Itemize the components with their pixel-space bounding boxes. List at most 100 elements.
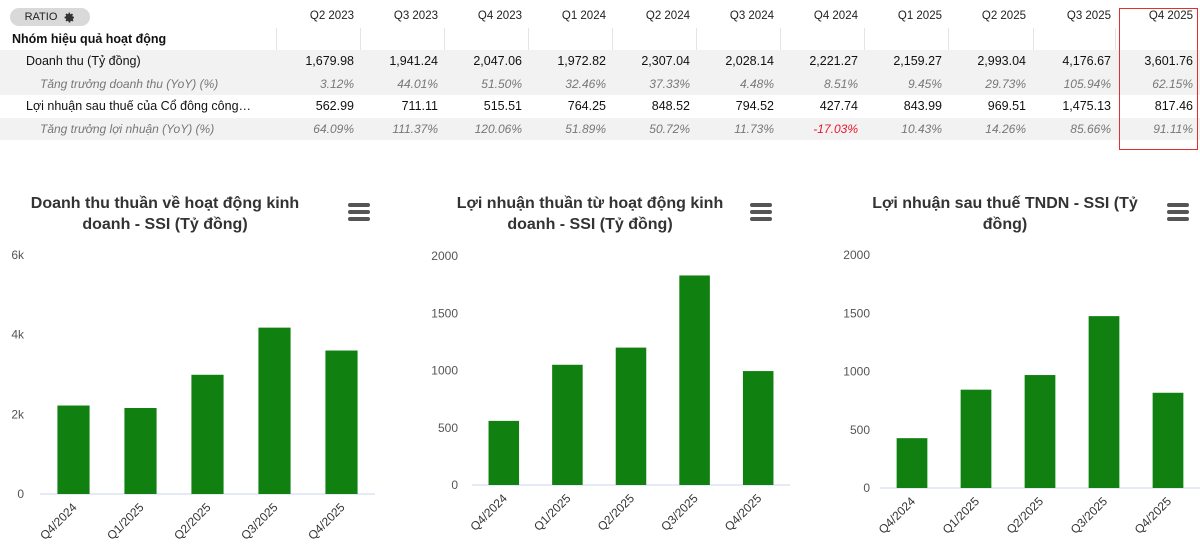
table-cell: 794.52 [735,99,774,113]
x-tick-label: Q3/2025 [1068,494,1111,537]
table-cell: 2,159.27 [893,54,942,68]
table-cell: 9.45% [907,76,942,91]
row-label: Lợi nhuận sau thuế của Cổ đông công… [26,99,252,113]
x-tick-label: Q4/2024 [467,491,510,534]
table-cell: 515.51 [483,99,522,113]
bar[interactable] [191,374,224,494]
bar[interactable] [1088,316,1120,488]
column-header: Q4 2024 [813,10,858,22]
ratio-settings-button[interactable]: RATIO [10,8,90,26]
column-divider [276,27,277,50]
column-divider [444,27,445,50]
y-tick-label: 0 [863,481,870,495]
net-profit-chart-plot: 0 500 1000 1500 2000 Q4/2024 Q1/2025 Q2/2025 Q3/… [843,248,1200,537]
column-divider [528,27,529,50]
table-cell: 2,028.14 [725,54,774,68]
revenue-chart: Doanh thu thuần về hoạt động kinh doanh … [0,175,390,556]
section-title: Nhóm hiệu quả hoạt động [12,31,167,46]
net-profit-chart: Lợi nhuận sau thuế TNDN - SSI (Tỷ đồng) … [820,175,1200,556]
gear-icon [64,12,75,22]
x-tick-label: Q1/2025 [940,494,983,537]
table-cell: 29.73% [985,76,1026,91]
bar[interactable] [325,350,358,494]
table-cell: 1,941.24 [389,54,438,68]
bar[interactable] [258,327,291,494]
chart-title-line: doanh - SSI (Tỷ đồng) [82,216,248,233]
table-cell: 2,047.06 [473,54,522,68]
column-header: Q4 2023 [477,10,522,22]
bar[interactable] [742,371,774,485]
row-label: Doanh thu (Tỷ đồng) [26,54,141,68]
table-cell: 1,475.13 [1062,99,1111,113]
table-cell: 2,307.04 [641,54,690,68]
x-tick-label: Q4/2025 [722,491,765,534]
bar[interactable] [552,364,583,485]
column-header: Q1 2025 [897,10,942,22]
y-tick-label: 0 [451,478,458,492]
bar[interactable] [960,389,992,488]
ratio-label: RATIO [24,11,58,23]
table-cell: 62.15% [1152,76,1193,91]
table-cell: 3,601.76 [1144,54,1193,68]
table-cell: 51.50% [481,76,522,91]
bar[interactable] [488,420,520,485]
x-tick-label: Q2/2025 [171,500,214,543]
table-cell: 44.01% [397,76,438,91]
bar[interactable] [679,275,710,485]
chart-title: Lợi nhuận sau thuế TNDN - SSI (Tỷ đồng) [840,193,1170,235]
bar[interactable] [1152,392,1184,488]
table-cell: 843.99 [903,99,942,113]
table-cell: 1,972.82 [557,54,606,68]
y-tick-label: 6k [11,248,25,262]
chart-title-line: Lợi nhuận thuần từ hoạt động kinh [456,195,724,212]
table-cell: 848.52 [651,99,690,113]
table-header-row: RATIO Q2 2023 Q3 2023 Q4 2023 Q1 2024 Q2 202… [0,5,1200,28]
table-row-revenue-growth: Tăng trưởng doanh thu (YoY) (%) 3.12% 44.… [0,72,1200,95]
column-divider [864,27,865,50]
column-divider [696,27,697,50]
table-cell: 4.48% [739,76,774,91]
bar[interactable] [57,405,90,494]
hamburger-menu-icon[interactable] [750,203,772,221]
table-cell: 111.37% [392,121,438,136]
column-header: Q3 2024 [729,10,774,22]
table-cell: 8.51% [823,76,858,91]
x-tick-label: Q4/2025 [1132,494,1175,537]
x-tick-label: Q4/2024 [876,494,919,537]
hamburger-menu-icon[interactable] [348,203,370,221]
bar[interactable] [1024,375,1056,488]
chart-title-line: doanh - SSI (Tỷ đồng) [507,216,673,233]
x-tick-label: Q2/2025 [595,491,638,534]
bar[interactable] [615,347,647,485]
table-cell: 64.09% [313,121,354,136]
y-tick-label: 2000 [843,248,870,262]
x-tick-label: Q4/2025 [305,500,348,543]
bar[interactable] [896,438,928,488]
bar[interactable] [124,407,157,494]
section-title-row: Nhóm hiệu quả hoạt động [0,27,1200,50]
hamburger-menu-icon[interactable] [1167,203,1189,221]
table-cell: -17.03% [813,121,858,136]
table-cell: 11.73% [734,121,774,136]
chart-title: Doanh thu thuần về hoạt động kinh doanh … [0,193,330,235]
ratio-table: RATIO Q2 2023 Q3 2023 Q4 2023 Q1 2024 Q2 202… [0,5,1200,150]
table-cell: 2,221.27 [809,54,858,68]
y-tick-label: 1000 [431,364,458,378]
table-cell: 764.25 [567,99,606,113]
y-tick-label: 1000 [843,365,870,379]
column-header: Q3 2023 [393,10,438,22]
table-cell: 817.46 [1154,99,1193,113]
column-header: Q2 2023 [309,10,354,22]
x-tick-label: Q3/2025 [238,500,281,543]
table-row-profit-growth: Tăng trưởng lợi nhuận (YoY) (%) 64.09% 11… [0,117,1200,140]
table-cell: 427.74 [819,99,858,113]
operating-profit-chart-plot: 0 500 1000 1500 2000 Q4/2024 Q1/2025 Q2/2025 Q3/… [431,249,790,534]
y-tick-label: 2k [11,407,25,421]
table-cell: 562.99 [315,99,354,113]
chart-title-line: Doanh thu thuần về hoạt động kinh [30,195,300,212]
table-cell: 969.51 [987,99,1026,113]
table-cell: 711.11 [401,99,438,113]
table-cell: 85.66% [1070,121,1111,136]
x-tick-label: Q1/2025 [104,500,147,543]
table-cell: 105.94% [1063,76,1111,91]
